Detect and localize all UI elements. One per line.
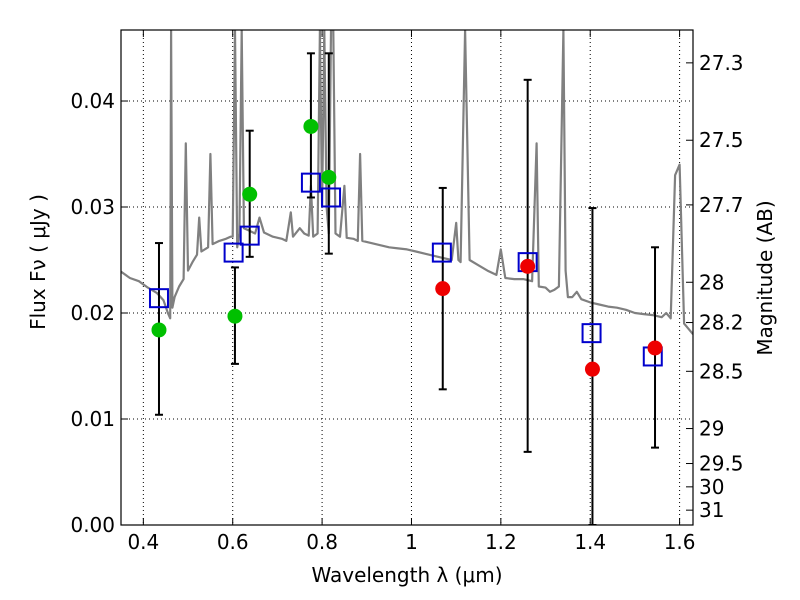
- model-box-point: [431, 242, 452, 263]
- red-data-point: [647, 340, 663, 356]
- model-box-point: [300, 172, 321, 193]
- right-tick-label: 27.5: [699, 128, 744, 152]
- red-data-point: [520, 258, 536, 274]
- y-tick-label: 0.03: [70, 195, 115, 219]
- y-tick-label: 0.01: [70, 407, 115, 431]
- right-tick-label: 29: [699, 417, 724, 441]
- model-box-point: [148, 288, 169, 309]
- green-data-point: [321, 169, 337, 185]
- x-tick-label: 1.6: [664, 530, 696, 554]
- model-spectrum: [121, 30, 693, 335]
- data-points: [148, 118, 663, 377]
- right-tick-label: 31: [699, 498, 724, 522]
- green-data-point: [242, 186, 258, 202]
- right-tick-label: 28: [699, 270, 724, 294]
- axis-ticks: 0.4 0.6 0.8 1 1.2 1.4 1.6 0.00 0.01 0.02 0.03 0.04 2…: [70, 30, 744, 554]
- green-data-point: [303, 118, 319, 134]
- x-tick-label: 1: [405, 530, 418, 554]
- y-tick-label: 0.04: [70, 89, 115, 113]
- x-axis-label: Wavelength λ (μm): [311, 563, 502, 587]
- plot-background: [121, 30, 693, 525]
- plot-frame: [120, 29, 694, 526]
- y-tick-label: 0.00: [70, 513, 115, 537]
- x-tick-label: 0.8: [306, 530, 338, 554]
- right-tick-label: 28.2: [699, 311, 744, 335]
- red-data-point: [584, 361, 600, 377]
- x-tick-label: 0.6: [217, 530, 249, 554]
- x-tick-label: 1.4: [574, 530, 606, 554]
- right-tick-label: 29.5: [699, 452, 744, 476]
- right-tick-label: 30: [699, 475, 724, 499]
- model-box-point: [581, 323, 602, 344]
- model-box-point: [239, 225, 260, 246]
- right-tick-label: 28.5: [699, 359, 744, 383]
- red-data-point: [435, 281, 451, 297]
- green-data-point: [227, 308, 243, 324]
- model-box-point: [321, 187, 342, 208]
- y-axis-label: Flux Fν ( μJy ): [26, 194, 50, 330]
- right-tick-label: 27.3: [699, 51, 744, 75]
- spectrum-line: [121, 30, 693, 335]
- right-axis-label: Magnitude (AB): [753, 200, 777, 355]
- y-tick-label: 0.02: [70, 301, 115, 325]
- x-tick-label: 1.2: [485, 530, 517, 554]
- model-box-point: [223, 242, 244, 263]
- right-tick-label: 27.7: [699, 193, 744, 217]
- x-tick-label: 0.4: [127, 530, 159, 554]
- green-data-point: [151, 322, 167, 338]
